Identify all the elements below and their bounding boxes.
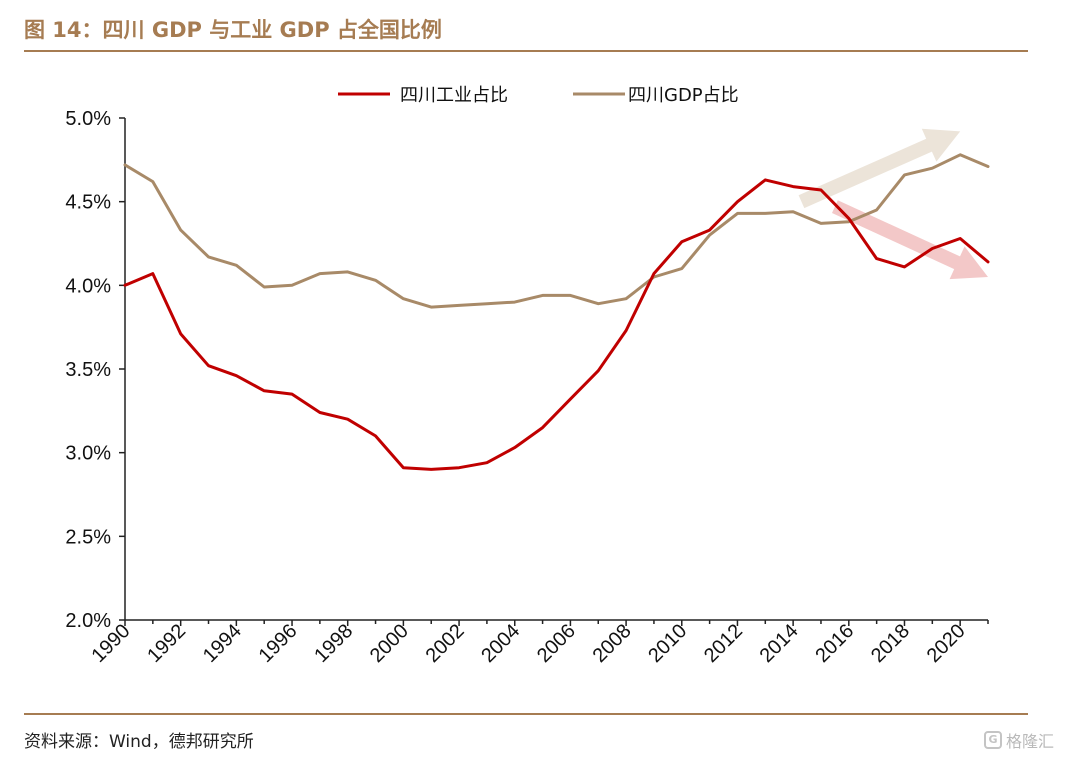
x-tick-label: 2018 [867,620,914,667]
x-tick-label: 1998 [310,620,357,667]
x-tick-label: 1994 [199,620,246,667]
source-note: 资料来源：Wind，德邦研究所 [24,732,254,752]
y-tick-label: 2.5% [65,526,111,548]
y-tick-label: 5.0% [65,108,111,130]
series-layer [123,153,990,471]
series-line-0 [123,178,990,471]
x-tick-label: 2002 [422,620,469,667]
figure-title: 图 14：四川 GDP 与工业 GDP 占全国比例 [24,18,442,42]
legend: 四川工业占比 四川GDP占比 [338,85,739,106]
legend-label-0: 四川工业占比 [400,85,508,106]
x-tick-label: 2000 [366,620,413,667]
x-tick-label: 2020 [923,620,970,667]
y-tick-label: 2.0% [65,610,111,632]
y-tick-label: 3.5% [65,359,111,381]
y-tick-label: 4.0% [65,275,111,297]
x-tick-label: 1992 [143,620,190,667]
watermark-text: 格隆汇 [1005,732,1054,751]
trend-arrow-down [832,200,988,280]
x-tick-label: 2012 [700,620,747,667]
x-tick-label: 2010 [644,620,691,667]
y-tick-label: 3.0% [65,443,111,465]
chart-axes: 2.0%2.5%3.0%3.5%4.0%4.5%5.0%1990 1992 1994… [65,108,989,667]
trend-arrow-up [798,128,961,209]
watermark-logo-icon: G [983,731,1002,749]
footer-divider [24,713,1028,715]
x-tick-label: 2006 [533,620,580,667]
x-tick-label: 2004 [477,620,524,667]
y-tick-label: 4.5% [65,192,111,214]
trend-arrows-layer [798,128,988,280]
x-tick-label: 2014 [756,620,803,667]
legend-label-1: 四川GDP占比 [628,85,739,106]
title-divider [24,50,1028,52]
x-tick-label: 1996 [255,620,302,667]
series-line-1 [123,153,990,309]
x-tick-label: 2008 [589,620,636,667]
watermark: G 格隆汇 [983,728,1054,752]
x-tick-label: 2016 [811,620,858,667]
